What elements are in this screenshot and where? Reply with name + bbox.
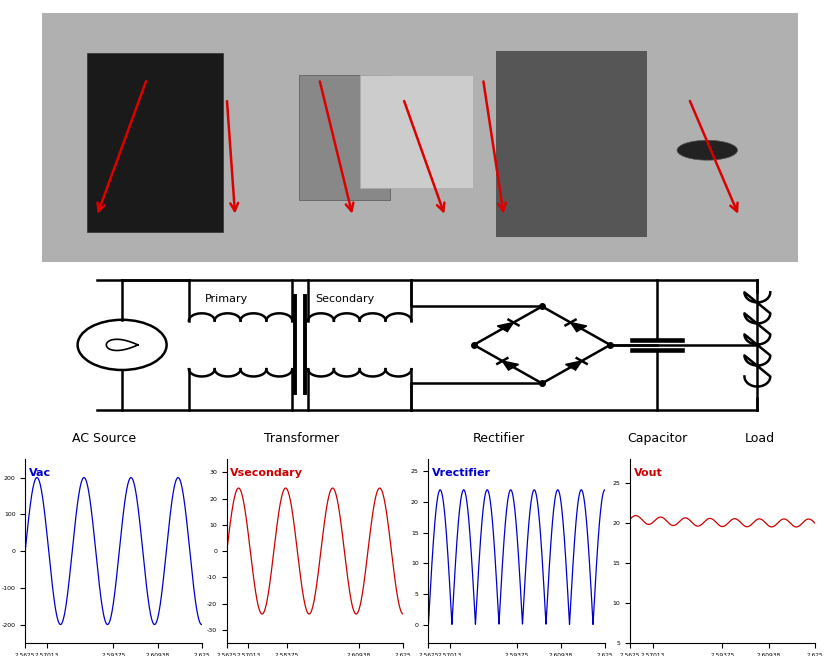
Text: Secondary: Secondary — [315, 295, 375, 304]
Polygon shape — [497, 323, 513, 332]
Text: AC Source: AC Source — [72, 432, 136, 445]
Text: Vsecondary: Vsecondary — [230, 468, 303, 478]
Text: Primary: Primary — [205, 295, 248, 304]
Polygon shape — [570, 323, 586, 332]
Text: Rectifier: Rectifier — [473, 432, 525, 445]
Text: Capacitor: Capacitor — [627, 432, 687, 445]
Text: Load: Load — [744, 432, 774, 445]
Text: Vrectifier: Vrectifier — [432, 468, 491, 478]
Text: Vout: Vout — [633, 468, 663, 478]
Text: Transformer: Transformer — [264, 432, 339, 445]
Text: Vac: Vac — [29, 468, 51, 478]
Bar — [299, 75, 390, 200]
Bar — [496, 51, 647, 237]
Polygon shape — [565, 361, 582, 370]
Bar — [360, 75, 473, 188]
Bar — [87, 53, 223, 232]
Circle shape — [677, 140, 738, 160]
Polygon shape — [502, 361, 518, 370]
